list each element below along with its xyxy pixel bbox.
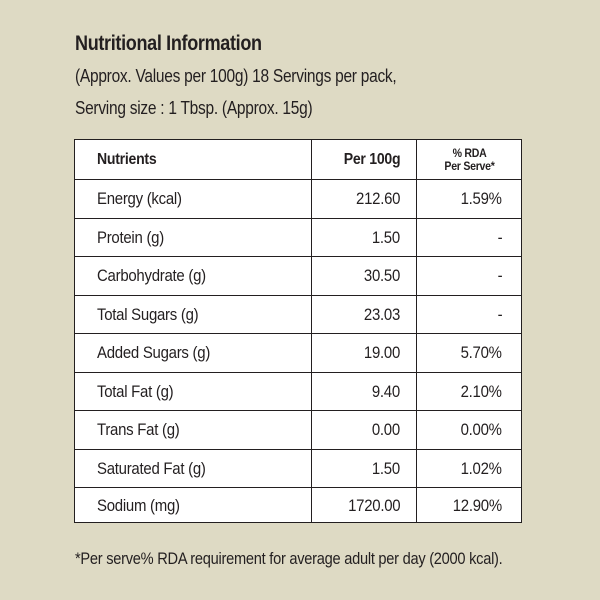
table-row: Trans Fat (g) 0.00 0.00% <box>75 411 521 450</box>
nutrition-table: Nutrients Per 100g % RDA Per Serve* Ener… <box>74 139 522 523</box>
serving-info-line-2: Serving size : 1 Tbsp. (Approx. 15g) <box>75 98 313 118</box>
nutrient-rda: 0.00% <box>416 411 522 449</box>
nutrient-name: Added Sugars (g) <box>97 343 211 362</box>
nutrient-name: Sodium (mg) <box>97 495 180 515</box>
page-title: Nutritional Information <box>75 32 262 55</box>
header-nutrients: Nutrients <box>97 150 157 168</box>
rda-footnote: *Per serve% RDA requirement for average … <box>75 549 503 568</box>
table-header-row: Nutrients Per 100g % RDA Per Serve* <box>75 140 521 180</box>
nutrient-per-100g: 212.60 <box>311 180 416 218</box>
nutrient-rda: 5.70% <box>416 334 522 372</box>
nutrient-rda: - <box>416 219 522 256</box>
table-row: Total Sugars (g) 23.03 - <box>75 296 521 334</box>
nutrient-rda: 1.59% <box>416 180 522 218</box>
nutrient-per-100g: 19.00 <box>311 334 416 372</box>
table-row: Energy (kcal) 212.60 1.59% <box>75 180 521 219</box>
nutrient-rda: - <box>416 257 522 295</box>
nutrient-per-100g: 1720.00 <box>311 488 416 523</box>
nutrient-name: Energy (kcal) <box>97 189 182 208</box>
serving-info-line-1: (Approx. Values per 100g) 18 Servings pe… <box>75 66 397 86</box>
table-row: Total Fat (g) 9.40 2.10% <box>75 373 521 411</box>
table-row: Saturated Fat (g) 1.50 1.02% <box>75 450 521 488</box>
nutrient-name: Protein (g) <box>97 227 164 247</box>
nutrient-rda: - <box>416 296 522 333</box>
nutrient-per-100g: 30.50 <box>311 257 416 295</box>
nutrient-per-100g: 1.50 <box>311 219 416 256</box>
table-row: Sodium (mg) 1720.00 12.90% <box>75 488 521 523</box>
nutrient-rda: 12.90% <box>416 488 522 523</box>
nutrient-rda: 2.10% <box>416 373 522 410</box>
nutrient-per-100g: 1.50 <box>311 450 416 487</box>
nutrient-name: Carbohydrate (g) <box>97 266 206 285</box>
table-row: Added Sugars (g) 19.00 5.70% <box>75 334 521 373</box>
nutrient-per-100g: 9.40 <box>311 373 416 410</box>
nutrient-name: Trans Fat (g) <box>97 420 180 439</box>
nutrient-name: Saturated Fat (g) <box>97 458 206 478</box>
table-row: Carbohydrate (g) 30.50 - <box>75 257 521 296</box>
header-rda-per-serve: % RDA Per Serve* <box>416 140 522 179</box>
nutrient-name: Total Sugars (g) <box>97 304 199 324</box>
nutrient-per-100g: 0.00 <box>311 411 416 449</box>
nutrient-name: Total Fat (g) <box>97 381 174 401</box>
nutrient-per-100g: 23.03 <box>311 296 416 333</box>
header-rda-line-2: Per Serve* <box>444 158 495 173</box>
header-rda-line-1: % RDA <box>452 145 487 160</box>
header-per-100g: Per 100g <box>311 140 416 179</box>
table-row: Protein (g) 1.50 - <box>75 219 521 257</box>
nutrient-rda: 1.02% <box>416 450 522 487</box>
